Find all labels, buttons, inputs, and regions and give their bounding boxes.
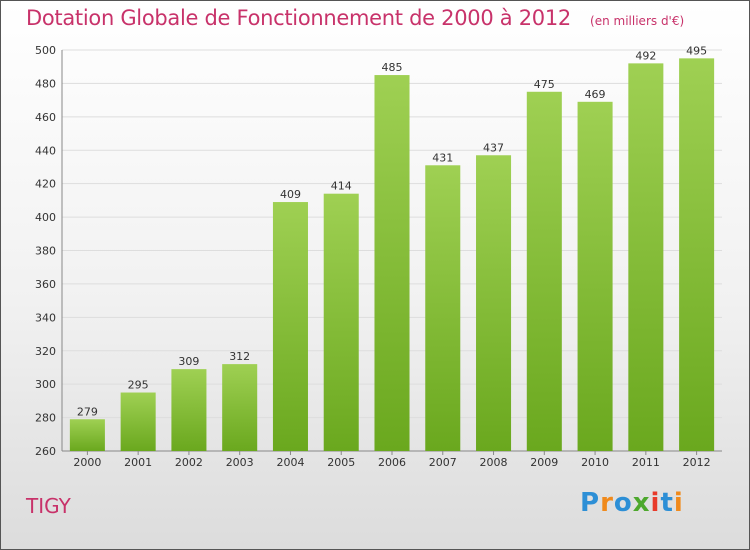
- bar: [374, 75, 410, 451]
- data-label: 295: [128, 379, 149, 392]
- x-tick-label: 2011: [632, 456, 660, 469]
- x-tick-label: 2009: [530, 456, 558, 469]
- bar: [476, 155, 512, 451]
- y-tick-label: 300: [35, 378, 56, 391]
- x-tick-label: 2007: [429, 456, 457, 469]
- y-tick-label: 400: [35, 211, 56, 224]
- bar: [69, 419, 105, 451]
- location-label: TIGY: [26, 494, 71, 518]
- x-tick-label: 2006: [378, 456, 406, 469]
- bar: [425, 165, 461, 451]
- data-label: 312: [229, 350, 250, 363]
- y-tick-label: 440: [35, 144, 56, 157]
- x-tick-label: 2005: [327, 456, 355, 469]
- x-tick-label: 2012: [683, 456, 711, 469]
- x-tick-label: 2000: [73, 456, 101, 469]
- x-tick-label: 2001: [124, 456, 152, 469]
- proxiti-logo: Proxiti: [580, 488, 684, 518]
- bar: [577, 101, 613, 451]
- y-tick-label: 280: [35, 412, 56, 425]
- bar: [120, 392, 156, 451]
- y-tick-label: 320: [35, 345, 56, 358]
- y-tick-label: 420: [35, 178, 56, 191]
- x-tick-label: 2008: [480, 456, 508, 469]
- bar: [222, 364, 258, 451]
- x-tick-label: 2004: [276, 456, 304, 469]
- data-label: 279: [77, 405, 98, 418]
- y-tick-label: 460: [35, 111, 56, 124]
- bar: [628, 63, 664, 451]
- x-tick-label: 2010: [581, 456, 609, 469]
- data-label: 409: [280, 188, 301, 201]
- data-label: 492: [635, 49, 656, 62]
- data-label: 475: [534, 78, 555, 91]
- chart-title: Dotation Globale de Fonctionnement de 20…: [26, 6, 571, 30]
- chart-header: Dotation Globale de Fonctionnement de 20…: [26, 6, 684, 30]
- bar: [171, 369, 207, 451]
- y-tick-label: 360: [35, 278, 56, 291]
- data-label: 485: [382, 61, 403, 74]
- y-tick-label: 340: [35, 311, 56, 324]
- data-label: 431: [432, 151, 453, 164]
- data-label: 469: [585, 88, 606, 101]
- bar: [526, 91, 562, 451]
- data-label: 414: [331, 180, 352, 193]
- data-label: 495: [686, 44, 707, 57]
- y-tick-label: 480: [35, 77, 56, 90]
- x-tick-label: 2003: [226, 456, 254, 469]
- bar: [679, 58, 715, 452]
- data-label: 309: [178, 355, 199, 368]
- chart-subtitle: (en milliers d'€): [590, 14, 685, 28]
- x-tick-label: 2002: [175, 456, 203, 469]
- y-tick-label: 260: [35, 445, 56, 458]
- bar: [323, 193, 359, 452]
- y-tick-label: 380: [35, 245, 56, 258]
- bar: [272, 202, 308, 451]
- y-tick-label: 500: [35, 44, 56, 57]
- data-label: 437: [483, 141, 504, 154]
